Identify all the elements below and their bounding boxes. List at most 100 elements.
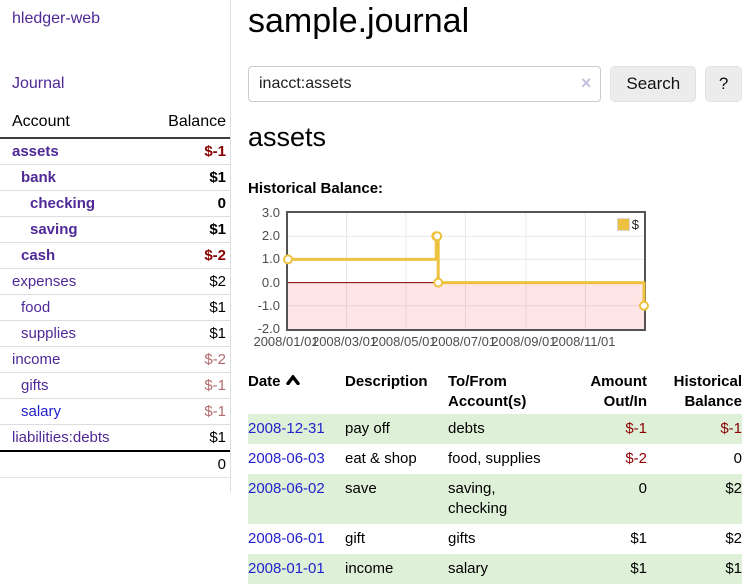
transaction-amount: 0 xyxy=(638,480,647,498)
transaction-balance: 0 xyxy=(733,450,742,468)
app-title-link[interactable]: hledger-web xyxy=(12,10,101,27)
account-balance: $1 xyxy=(128,294,230,321)
transaction-accounts: salary xyxy=(448,560,489,578)
chart-legend: $ xyxy=(616,217,639,232)
y-tick-label: -2.0 xyxy=(257,321,280,337)
transaction-accounts: saving, checking xyxy=(448,480,508,518)
transaction-amount: $-2 xyxy=(625,450,647,468)
sidebar: hledger-web Journal Account Balance asse… xyxy=(0,0,231,492)
transaction-accounts: debts xyxy=(448,420,485,438)
y-tick-label: -1.0 xyxy=(257,297,280,313)
account-row: supplies $1 xyxy=(0,320,230,347)
x-tick-label: 2008/05/01 xyxy=(371,334,437,350)
transaction-row[interactable]: 2008-06-02 save saving, checking 0 $2 xyxy=(248,474,742,525)
account-link[interactable]: liabilities:debts xyxy=(12,429,110,446)
transaction-amount: $1 xyxy=(630,560,647,578)
transaction-date-link[interactable]: 2008-06-01 xyxy=(248,530,325,548)
transaction-row[interactable]: 2008-06-03 eat & shop food, supplies $-2 0 xyxy=(248,444,742,474)
accounts-total-value: 0 xyxy=(128,450,230,478)
account-balance: $1 xyxy=(128,320,230,347)
y-tick-label: 1.0 xyxy=(261,251,280,267)
x-tick-label: 2008/11/01 xyxy=(551,334,616,350)
account-row: assets $-1 xyxy=(0,138,230,165)
y-tick-label: 0.0 xyxy=(261,274,280,290)
search-box: × xyxy=(248,66,602,103)
account-balance: $2 xyxy=(128,268,230,295)
account-balance: $-1 xyxy=(128,138,230,165)
accounts-table: Account Balance assets $-1 bank $1 checking 0… xyxy=(0,110,230,478)
account-balance: $1 xyxy=(128,164,230,191)
transaction-description: save xyxy=(345,480,377,498)
account-row: saving $1 xyxy=(0,216,230,243)
transaction-date-link[interactable]: 2008-06-03 xyxy=(248,450,325,468)
chart-x-axis-labels: 2008/01/01 2008/03/01 2008/05/01 2008/07/01… xyxy=(253,334,642,350)
transaction-balance: $1 xyxy=(725,560,742,578)
search-form: × Search ? xyxy=(248,66,742,103)
account-link[interactable]: assets xyxy=(12,143,59,160)
account-link[interactable]: income xyxy=(12,351,61,368)
transaction-description: pay off xyxy=(345,420,390,438)
register-header-accounts: To/From Account(s) xyxy=(448,373,527,411)
register-header-amount: Amount Out/In xyxy=(590,373,647,411)
account-link[interactable]: cash xyxy=(21,247,56,264)
transaction-description: gift xyxy=(345,530,366,548)
transaction-balance: $2 xyxy=(725,480,742,498)
account-row: bank $1 xyxy=(0,164,230,191)
transaction-description: eat & shop xyxy=(345,450,417,468)
account-link[interactable]: checking xyxy=(30,195,96,212)
search-button[interactable]: Search xyxy=(610,66,697,103)
account-balance: $-2 xyxy=(128,242,230,269)
account-heading: assets xyxy=(248,122,327,153)
transaction-amount: $1 xyxy=(630,530,647,548)
account-row: salary $-1 xyxy=(0,398,230,425)
account-row: gifts $-1 xyxy=(0,372,230,399)
x-tick-label: 2008/07/01 xyxy=(430,334,497,350)
sort-ascending-icon xyxy=(285,375,300,386)
accounts-total-spacer xyxy=(0,450,128,478)
x-tick-label: 2008/01/01 xyxy=(253,334,319,350)
account-link[interactable]: food xyxy=(21,299,51,316)
accounts-header-row: Account Balance xyxy=(0,110,230,139)
x-tick-label: 2008/03/01 xyxy=(311,334,378,350)
register-table: Date Description To/From Account(s) Amount Ou… xyxy=(248,370,742,584)
transaction-description: income xyxy=(345,560,394,578)
account-balance: $-1 xyxy=(128,398,230,425)
transaction-date-link[interactable]: 2008-01-01 xyxy=(248,560,325,578)
x-tick-label: 2008/09/01 xyxy=(491,334,557,350)
page-title: sample.journal xyxy=(248,2,470,40)
sidebar-item-journal[interactable]: Journal xyxy=(12,75,65,92)
register-header-balance: Historical Balance xyxy=(673,373,742,411)
clear-search-icon[interactable]: × xyxy=(580,73,592,94)
register-header-row: Date Description To/From Account(s) Amount Ou… xyxy=(248,370,742,414)
transaction-date-link[interactable]: 2008-06-02 xyxy=(248,480,325,498)
transaction-accounts: gifts xyxy=(448,530,476,548)
account-link[interactable]: supplies xyxy=(21,325,77,342)
account-row: liabilities:debts $1 xyxy=(0,425,230,452)
transaction-row[interactable]: 2008-12-31 pay off debts $-1 $-1 xyxy=(248,414,742,445)
account-link[interactable]: expenses xyxy=(12,273,77,290)
historical-balance-chart: 3.0 2.0 1.0 0.0 -1.0 -2.0 $ 2008/01/01 2008/03… xyxy=(253,206,649,350)
main-content: sample.journal × Search ? assets Histori… xyxy=(248,0,742,584)
account-row: expenses $2 xyxy=(0,268,230,295)
transaction-balance: $-1 xyxy=(720,420,742,438)
transaction-balance: $2 xyxy=(725,530,742,548)
account-balance: $1 xyxy=(209,429,226,446)
transaction-row[interactable]: 2008-06-01 gift gifts $1 $2 xyxy=(248,524,742,554)
transaction-row[interactable]: 2008-01-01 income salary $1 $1 xyxy=(248,554,742,584)
register-header-date[interactable]: Date xyxy=(248,370,345,414)
account-link[interactable]: saving xyxy=(30,221,78,238)
account-link[interactable]: bank xyxy=(21,169,57,186)
help-button[interactable]: ? xyxy=(705,66,742,103)
accounts-total-row: 0 xyxy=(0,450,230,478)
transaction-amount: $-1 xyxy=(625,420,647,438)
y-tick-label: 2.0 xyxy=(261,228,280,244)
account-balance: $1 xyxy=(128,216,230,243)
account-balance: $-2 xyxy=(128,346,230,373)
account-link[interactable]: salary xyxy=(21,403,62,420)
account-balance: $-1 xyxy=(128,372,230,399)
account-link[interactable]: gifts xyxy=(21,377,49,394)
search-input[interactable] xyxy=(248,66,602,103)
account-row: food $1 xyxy=(0,294,230,321)
transaction-date-link[interactable]: 2008-12-31 xyxy=(248,420,325,438)
